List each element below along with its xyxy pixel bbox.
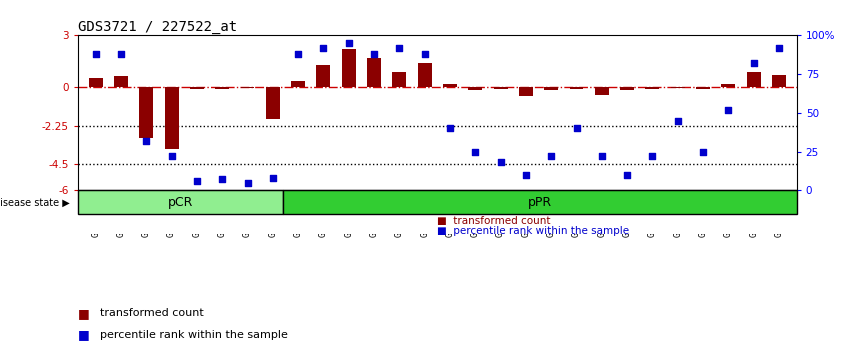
Text: ■  percentile rank within the sample: ■ percentile rank within the sample bbox=[437, 227, 630, 236]
Bar bbox=[241, 87, 255, 88]
Bar bbox=[570, 87, 584, 89]
Text: ■: ■ bbox=[78, 307, 90, 320]
Bar bbox=[721, 84, 735, 87]
Text: percentile rank within the sample: percentile rank within the sample bbox=[100, 330, 288, 339]
Bar bbox=[291, 81, 305, 87]
Text: ■: ■ bbox=[78, 328, 90, 341]
Bar bbox=[620, 87, 634, 90]
Point bbox=[114, 51, 128, 57]
Bar bbox=[469, 87, 482, 90]
Bar bbox=[114, 76, 128, 87]
Point bbox=[392, 45, 406, 51]
Point bbox=[645, 153, 659, 159]
Bar bbox=[443, 84, 457, 87]
Point bbox=[291, 51, 305, 57]
Point bbox=[746, 61, 760, 66]
Text: pCR: pCR bbox=[168, 196, 193, 209]
Point bbox=[266, 175, 280, 181]
Point bbox=[519, 172, 533, 178]
Bar bbox=[417, 63, 431, 87]
Bar bbox=[139, 87, 153, 138]
Bar bbox=[494, 87, 507, 89]
Bar bbox=[316, 65, 331, 87]
Bar bbox=[671, 87, 685, 88]
Point bbox=[190, 178, 204, 184]
Point bbox=[316, 45, 330, 51]
Point bbox=[216, 177, 229, 182]
Bar bbox=[696, 87, 710, 89]
Point bbox=[417, 51, 431, 57]
Point bbox=[88, 51, 102, 57]
Bar bbox=[519, 87, 533, 96]
Point bbox=[494, 160, 507, 165]
Bar bbox=[392, 72, 406, 87]
Point bbox=[367, 51, 381, 57]
Bar bbox=[342, 49, 356, 87]
Text: ■  transformed count: ■ transformed count bbox=[437, 217, 551, 227]
Bar bbox=[216, 87, 229, 89]
Point bbox=[165, 153, 178, 159]
Bar bbox=[746, 73, 760, 87]
Bar bbox=[190, 87, 204, 89]
Bar bbox=[544, 87, 559, 91]
Bar bbox=[266, 87, 280, 119]
Point bbox=[469, 149, 482, 154]
Point bbox=[772, 45, 786, 51]
Bar bbox=[367, 58, 381, 87]
Text: transformed count: transformed count bbox=[100, 308, 204, 318]
Point bbox=[443, 125, 457, 131]
Point bbox=[139, 138, 153, 144]
Bar bbox=[78, 190, 283, 214]
Bar bbox=[772, 75, 786, 87]
Bar bbox=[645, 87, 659, 89]
Text: GDS3721 / 227522_at: GDS3721 / 227522_at bbox=[78, 21, 237, 34]
Point bbox=[545, 153, 559, 159]
Point bbox=[721, 107, 735, 113]
Text: disease state ▶: disease state ▶ bbox=[0, 198, 70, 207]
Bar bbox=[283, 190, 797, 214]
Point bbox=[570, 125, 584, 131]
Bar bbox=[88, 78, 102, 87]
Point bbox=[241, 180, 255, 185]
Point bbox=[696, 149, 710, 154]
Bar bbox=[165, 87, 178, 149]
Point bbox=[342, 40, 356, 46]
Point bbox=[620, 172, 634, 178]
Text: pPR: pPR bbox=[528, 196, 553, 209]
Point bbox=[671, 118, 685, 124]
Bar bbox=[595, 87, 609, 95]
Point bbox=[595, 153, 609, 159]
